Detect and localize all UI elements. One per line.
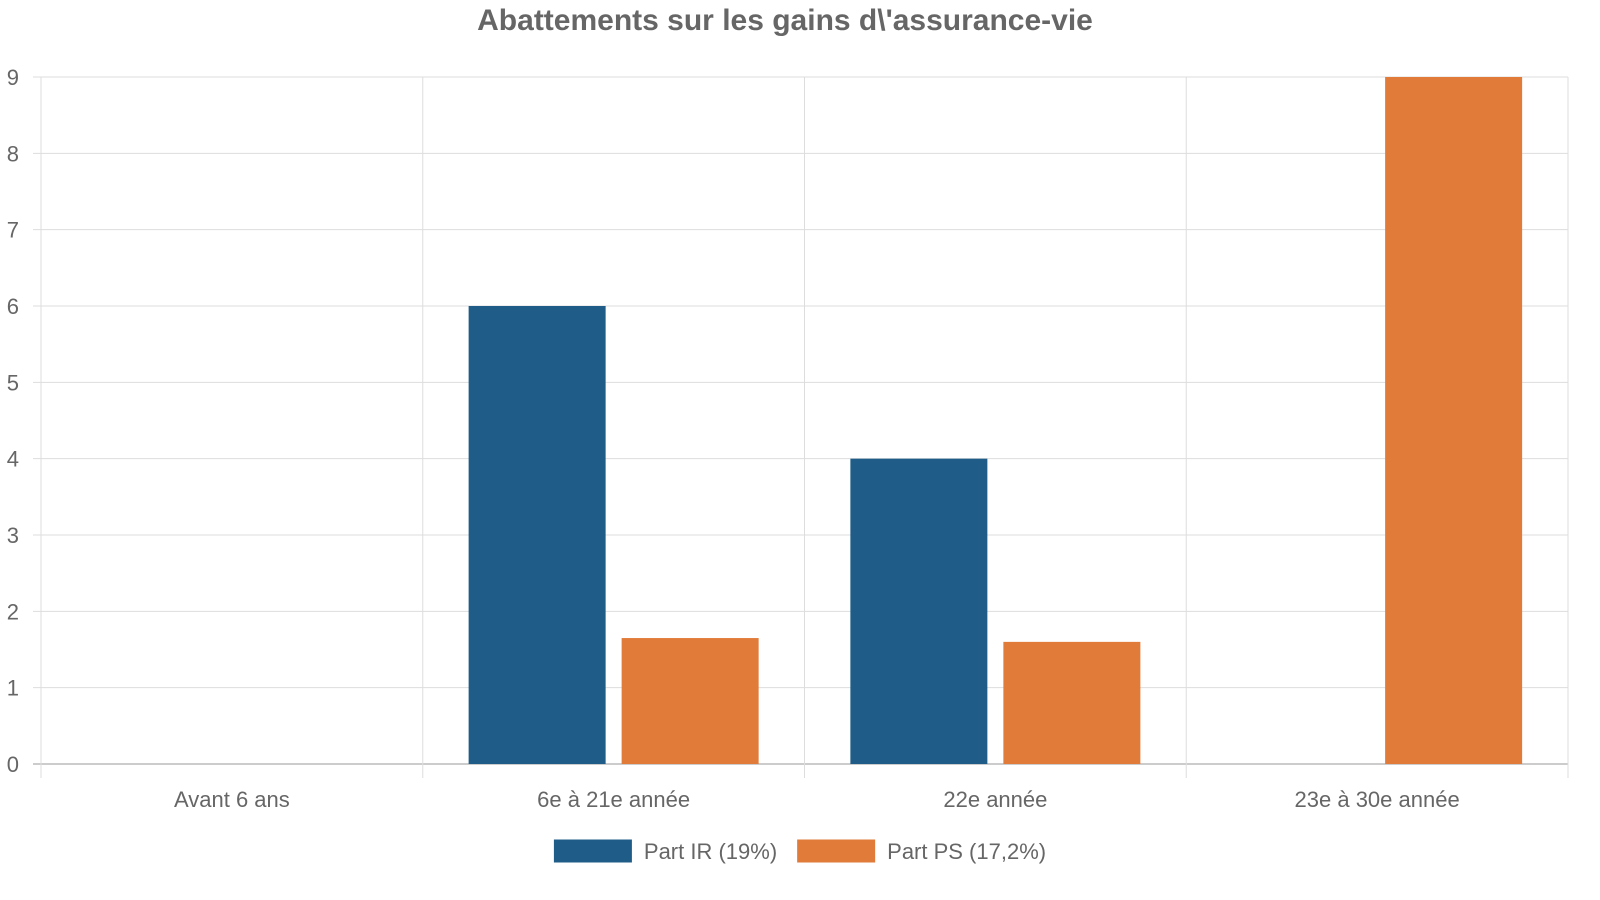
grid-lines [33,76,1569,778]
x-tick-label: 22e année [943,787,1047,812]
legend-item-1[interactable]: Part PS (17,2%) [797,839,1046,864]
x-tick-label: 23e à 30e année [1295,787,1460,812]
y-axis-ticks: 0 1 2 3 4 5 6 7 8 9 [7,65,19,777]
legend-swatch [797,839,876,863]
legend-item-0[interactable]: Part IR (19%) [553,839,777,864]
legend[interactable]: Part IR (19%) Part PS (17,2%) [553,839,1046,864]
bar-3-1[interactable] [1385,77,1523,764]
x-axis-ticks: Avant 6 ans 6e à 21e année 22e année 23e à … [174,787,1460,812]
x-tick-label: 6e à 21e année [537,787,690,812]
y-tick-label: 3 [7,523,19,548]
chart-title: Abattements sur les gains d\'assurance-v… [477,4,1093,37]
legend-label: Part IR (19%) [644,839,777,864]
legend-label: Part PS (17,2%) [887,839,1046,864]
bar-2-0[interactable] [850,458,988,764]
bar-1-0[interactable] [468,306,606,764]
y-tick-label: 0 [7,752,19,777]
y-tick-label: 2 [7,599,19,624]
y-tick-label: 5 [7,370,19,395]
bar-1-1[interactable] [621,638,759,764]
y-tick-label: 7 [7,218,19,243]
y-tick-label: 1 [7,676,19,701]
bar-2-1[interactable] [1003,641,1141,764]
y-tick-label: 4 [7,447,19,472]
y-tick-label: 8 [7,141,19,166]
legend-swatch [553,839,632,863]
y-tick-label: 6 [7,294,19,319]
y-tick-label: 9 [7,65,19,90]
bars [468,77,1523,764]
x-tick-label: Avant 6 ans [174,787,290,812]
